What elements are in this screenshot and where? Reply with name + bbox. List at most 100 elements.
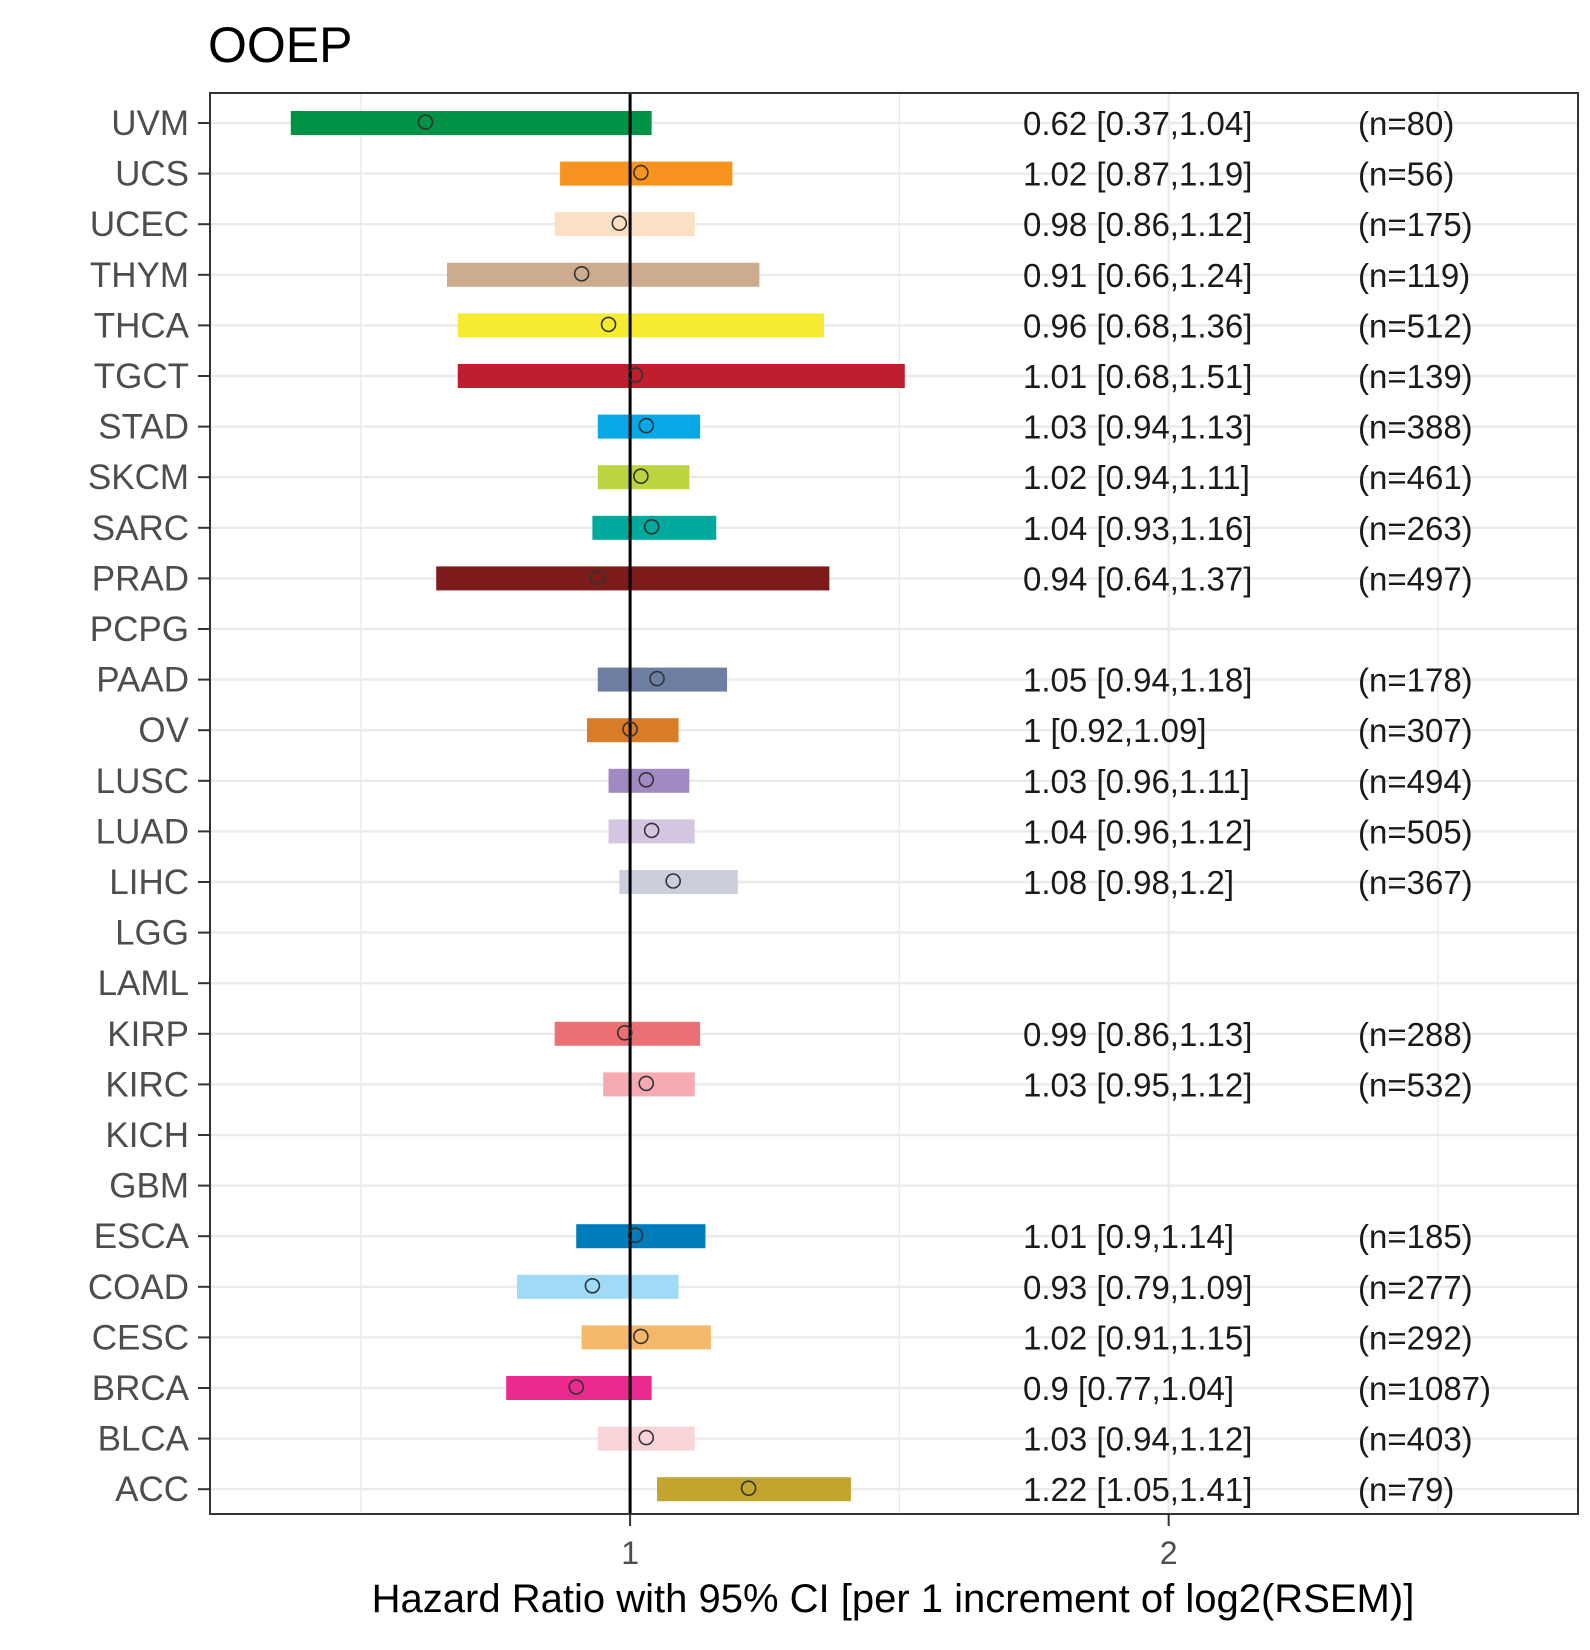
sample-size-text: (n=119) (1358, 257, 1470, 294)
sample-size-text: (n=292) (1358, 1319, 1473, 1356)
category-label: SKCM (88, 458, 189, 497)
sample-size-text: (n=185) (1358, 1218, 1473, 1255)
category-label: UCEC (90, 205, 189, 244)
hr-point (584, 1278, 601, 1294)
category-label: COAD (88, 1268, 189, 1307)
hr-point (611, 215, 628, 231)
category-label: ACC (115, 1470, 189, 1509)
hr-point (568, 1379, 585, 1395)
hr-point (643, 822, 660, 839)
ci-bars (290, 111, 905, 1502)
category-label: LUAD (96, 812, 189, 851)
category-label: ESCA (94, 1217, 190, 1256)
ci-bar (446, 262, 760, 287)
category-label: BRCA (92, 1369, 190, 1408)
category-label: UCS (115, 155, 189, 194)
sample-size-text: (n=461) (1358, 459, 1473, 496)
category-label: KICH (105, 1116, 189, 1155)
category-label: LGG (115, 914, 189, 953)
ci-bar (657, 1477, 851, 1502)
sample-size-text: (n=497) (1358, 560, 1473, 597)
hr-value-text: 1.02 [0.91,1.15] (1023, 1319, 1252, 1356)
hr-value-text: 0.93 [0.79,1.09] (1023, 1269, 1252, 1306)
sample-size-text: (n=403) (1358, 1421, 1473, 1458)
category-label: LUSC (96, 762, 189, 801)
hr-value-text: 1.03 [0.96,1.11] (1023, 763, 1250, 800)
x-tick-label: 2 (1160, 1535, 1178, 1571)
hr-value-text: 1.03 [0.95,1.12] (1023, 1066, 1252, 1103)
ci-bar (597, 465, 690, 490)
category-label: GBM (109, 1167, 189, 1206)
ci-bar (597, 414, 701, 439)
ci-bar (592, 515, 717, 540)
ci-bar (290, 111, 652, 135)
hr-value-text: 0.62 [0.37,1.04] (1023, 105, 1252, 142)
ci-bar (597, 667, 728, 692)
category-label: STAD (98, 408, 189, 447)
sample-size-text: (n=367) (1358, 864, 1473, 901)
sample-size-text: (n=494) (1358, 763, 1473, 800)
sample-size-text: (n=277) (1358, 1269, 1473, 1306)
ci-bar (619, 870, 738, 894)
hr-value-text: 1.05 [0.94,1.18] (1023, 662, 1252, 699)
hr-point (638, 417, 655, 434)
hr-value-text: 1.04 [0.93,1.16] (1023, 510, 1252, 547)
hr-point (740, 1480, 757, 1496)
hr-value-text: 1.03 [0.94,1.12] (1023, 1421, 1252, 1458)
hr-point (627, 367, 644, 383)
hr-annotations: 0.62 [0.37,1.04] (n=80) 1.02 [0.87,1.19] (n… (1023, 105, 1491, 1508)
hr-point (633, 164, 649, 181)
ci-bar (608, 768, 690, 793)
sample-size-text: (n=56) (1358, 156, 1454, 193)
ci-bar (554, 1021, 701, 1046)
ci-bar (587, 718, 679, 743)
hr-value-text: 0.91 [0.66,1.24] (1023, 257, 1252, 294)
category-label: THYM (90, 256, 189, 295)
hr-value-text: 1.03 [0.94,1.13] (1023, 409, 1252, 446)
ci-bar (457, 313, 824, 338)
hr-value-text: 1.22 [1.05,1.41] (1023, 1471, 1252, 1508)
category-label: UVM (111, 104, 189, 143)
hr-point (638, 1075, 655, 1092)
hr-value-text: 0.94 [0.64,1.37] (1023, 560, 1252, 597)
hr-point (600, 316, 617, 333)
category-label: BLCA (98, 1420, 190, 1459)
hr-point (649, 670, 665, 687)
hr-value-text: 1.01 [0.68,1.51] (1023, 358, 1252, 395)
category-label: THCA (94, 306, 190, 345)
hr-point (417, 114, 434, 130)
sample-size-text: (n=175) (1358, 206, 1473, 243)
category-label: LAML (98, 964, 189, 1003)
hr-point (633, 1328, 649, 1345)
sample-size-text: (n=1087) (1358, 1370, 1491, 1407)
hr-point (622, 721, 638, 738)
hr-point (665, 873, 681, 889)
category-label: SARC (92, 509, 189, 548)
ci-bar (581, 1325, 711, 1350)
ci-bar (436, 566, 830, 591)
ci-bar (457, 364, 905, 388)
hr-point (643, 518, 660, 535)
hr-value-text: 0.99 [0.86,1.13] (1023, 1016, 1252, 1053)
ci-bar (603, 1072, 695, 1097)
hr-value-text: 1.08 [0.98,1.2] (1023, 864, 1234, 901)
sample-size-text: (n=263) (1358, 510, 1473, 547)
hr-point (638, 771, 655, 788)
hr-point (589, 569, 606, 586)
category-labels: UVM UCS UCEC THYM THCA TGCT STAD SKCM SARC PRAD PC… (88, 104, 190, 1509)
hr-point (573, 265, 590, 282)
ci-bar (576, 1224, 706, 1249)
hr-value-text: 1.02 [0.94,1.11] (1023, 459, 1250, 496)
hr-point (627, 1227, 644, 1243)
hr-point (638, 1429, 655, 1446)
ci-bar (516, 1274, 679, 1299)
category-label: OV (138, 711, 189, 750)
sample-size-text: (n=388) (1358, 409, 1473, 446)
sample-size-text: (n=532) (1358, 1066, 1473, 1103)
sample-size-text: (n=288) (1358, 1016, 1473, 1053)
category-label: KIRC (105, 1065, 189, 1104)
ci-bar (554, 212, 695, 237)
sample-size-text: (n=178) (1358, 662, 1473, 699)
